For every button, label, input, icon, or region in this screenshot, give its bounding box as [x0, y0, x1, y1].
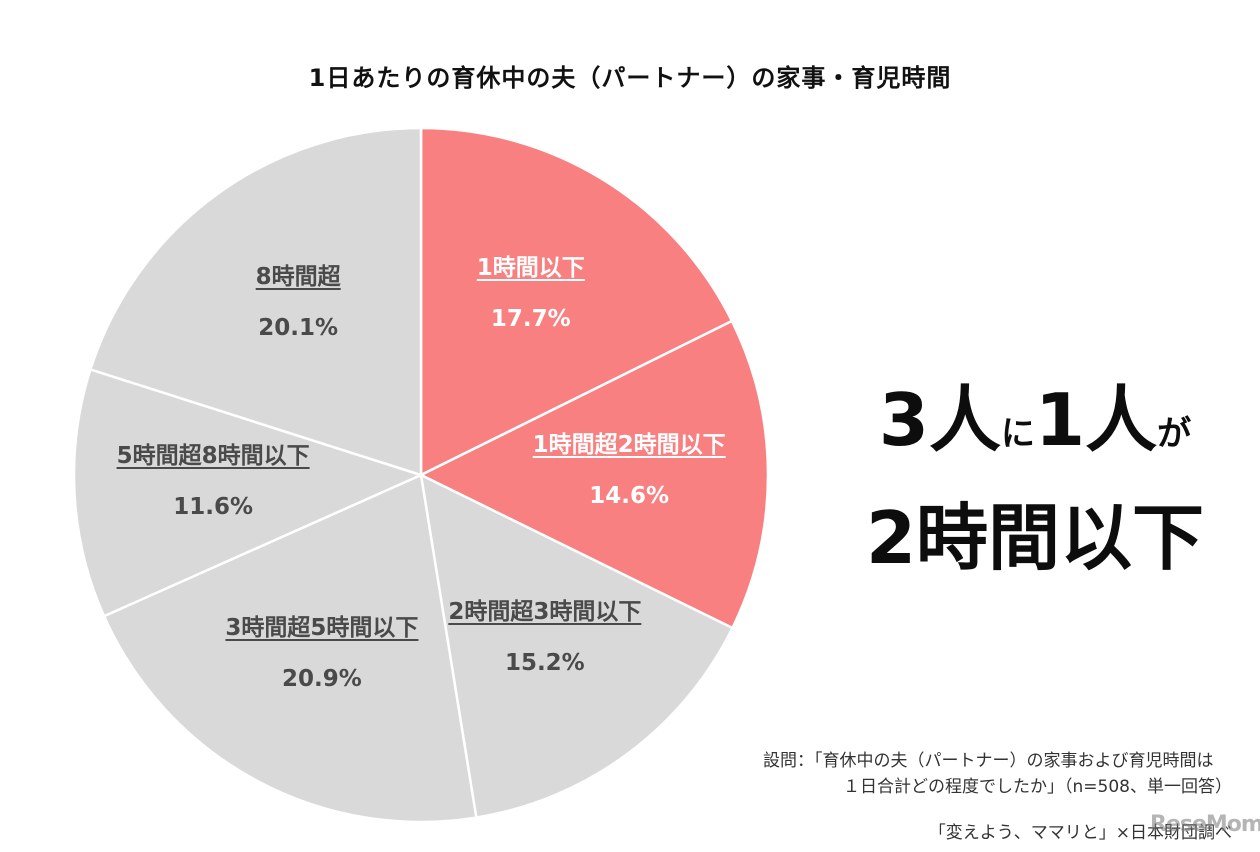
chart-title: 1日あたりの育休中の夫（パートナー）の家事・育児時間	[308, 64, 952, 92]
slice-percent-1h-or-less: 17.7%	[490, 306, 571, 333]
slice-percent-5h-8h: 11.6%	[173, 494, 253, 521]
source-credit: 「変えよう、ママリと」×日本財団調べ	[928, 823, 1232, 843]
slice-percent-over-8h: 20.1%	[258, 314, 339, 341]
pie-slice-3h-5h	[102, 473, 478, 824]
slice-label-5h-8h: 5時間超8時間以下 11.6%	[63, 436, 363, 520]
headline: 3人に1人が 2時間以下	[830, 372, 1240, 586]
survey-note-line-1: 設問：「育休中の夫（パートナー）の家事および育児時間は	[763, 751, 1214, 771]
slice-label-3h-5h: 3時間超5時間以下 20.9%	[172, 608, 472, 692]
slice-label-over-8h: 8時間超 20.1%	[148, 257, 448, 341]
slice-category-1h-or-less: 1時間以下	[476, 255, 585, 282]
slice-category-2h-3h: 2時間超3時間以下	[448, 599, 642, 626]
slice-label-1h-2h: 1時間超2時間以下 14.6%	[479, 425, 779, 509]
slice-percent-3h-5h: 20.9%	[282, 666, 362, 693]
pie-slice-5h-8h	[72, 367, 425, 618]
headline-part-2: に	[1001, 414, 1035, 454]
headline-part-4: が	[1157, 414, 1192, 454]
slice-percent-1h-2h: 14.6%	[589, 482, 670, 509]
slice-category-1h-2h: 1時間超2時間以下	[532, 431, 726, 458]
pie-slice-1h-2h	[418, 319, 770, 630]
watermark-logo: ReseMom	[1150, 812, 1260, 837]
slice-label-2h-3h: 2時間超3時間以下 15.2%	[395, 592, 695, 676]
pie-slice-2h-3h	[419, 472, 735, 819]
pie-slice-1h-or-less	[419, 126, 734, 478]
headline-line-2: 2時間以下	[865, 496, 1205, 580]
slice-percent-2h-3h: 15.2%	[504, 650, 585, 677]
headline-line-1: 3人に1人が	[830, 372, 1240, 482]
headline-part-3: 1人	[1035, 378, 1158, 462]
slice-label-1h-or-less: 1時間以下 17.7%	[381, 248, 681, 332]
slice-category-5h-8h: 5時間超8時間以下	[116, 443, 310, 470]
survey-note: 設問：「育休中の夫（パートナー）の家事および育児時間は １日合計どの程度でしたか…	[763, 748, 1232, 800]
slice-category-3h-5h: 3時間超5時間以下	[225, 615, 419, 642]
survey-note-line-2: １日合計どの程度でしたか」（n=508、単一回答）	[843, 777, 1232, 797]
headline-part-1: 3人	[878, 378, 1001, 462]
pie-slice-over-8h	[88, 126, 423, 477]
slice-category-over-8h: 8時間超	[255, 263, 341, 290]
